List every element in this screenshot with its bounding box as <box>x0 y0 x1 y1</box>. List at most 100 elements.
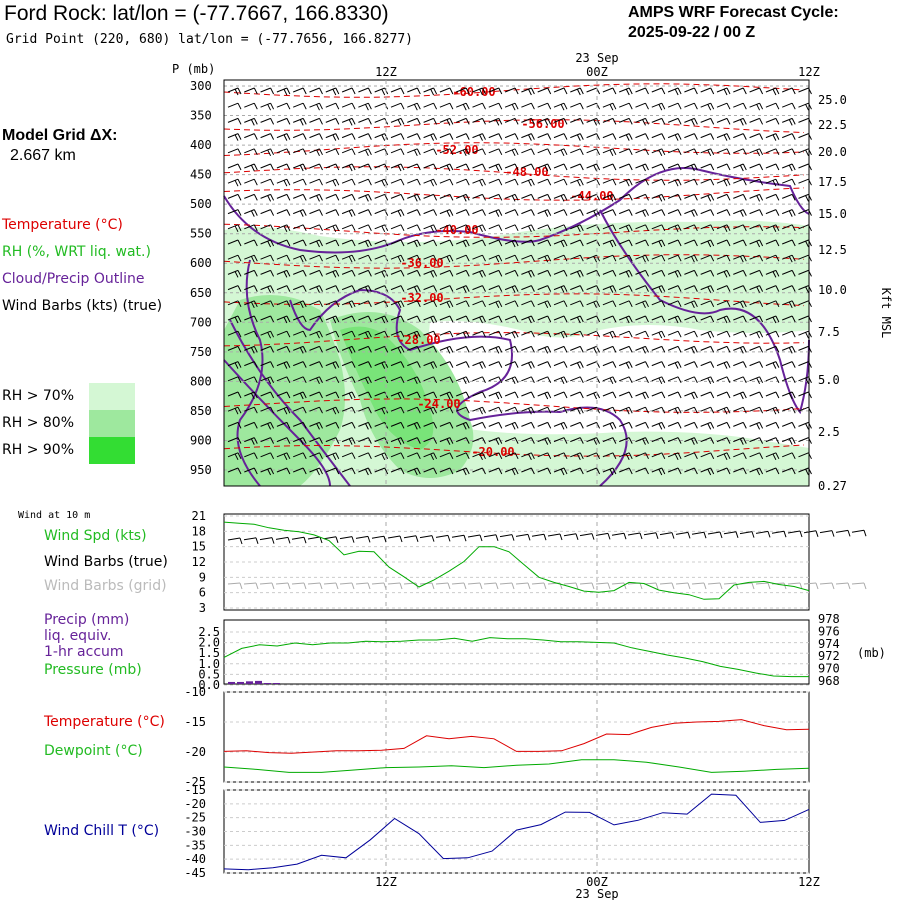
wind-barb-staff <box>390 285 402 291</box>
wind-barb-staff <box>504 376 516 382</box>
wind-barb <box>472 345 486 353</box>
wind-barb-flag <box>612 285 617 292</box>
wind-barb-staff <box>390 315 402 321</box>
true-wind-barb-flag <box>239 537 243 545</box>
wind-barb-flag <box>759 361 764 368</box>
wind-barb <box>456 467 470 476</box>
wind-barb <box>309 178 323 186</box>
wind-barb-staff <box>667 269 679 275</box>
wind-barb-flag <box>335 406 340 414</box>
grid-wind-barb <box>451 582 467 590</box>
wind-barb-staff <box>635 376 646 382</box>
wind-barb <box>390 406 405 414</box>
wind-barb-staff <box>325 452 336 458</box>
wind-barb-staff <box>244 269 255 275</box>
wind-barb-flag <box>465 285 470 292</box>
wind-barb-flag <box>723 316 728 324</box>
wind-barb-staff <box>472 376 483 382</box>
wind-barb <box>602 178 617 186</box>
true-wind-barb <box>259 537 275 544</box>
wind-barb-flag <box>742 315 747 323</box>
grid-wind-barb <box>499 582 515 590</box>
wind-barb-staff <box>586 209 597 215</box>
wind-barb-staff <box>390 178 402 184</box>
wind-barb <box>602 87 617 95</box>
wind-barb-flag <box>413 149 418 157</box>
wind-barb-staff <box>260 163 271 169</box>
wind-barb-flag <box>625 225 630 233</box>
wind-barb-staff <box>439 269 451 275</box>
wind-barb <box>260 391 275 399</box>
wind-barb-flag <box>612 178 617 186</box>
wind-barb-flag <box>316 286 320 293</box>
wind-barb <box>358 193 372 202</box>
wind-barb-flag <box>547 270 552 277</box>
wind-barb-flag <box>690 347 695 354</box>
wind-barb-flag <box>319 239 323 247</box>
wind-barb <box>472 391 486 399</box>
wind-barb-staff <box>602 467 614 473</box>
wind-barb <box>700 437 715 444</box>
wind-barb-flag <box>253 330 258 338</box>
wind-barb <box>782 239 796 247</box>
wind-barb-flag <box>677 194 682 201</box>
wind-barb-staff <box>570 361 581 367</box>
wind-barb-flag <box>775 87 780 95</box>
wind-barb-staff <box>684 376 695 382</box>
wind-barb <box>358 345 372 353</box>
wind-barb-flag <box>742 300 747 308</box>
wind-barb-flag <box>482 102 486 110</box>
wind-barb-flag <box>253 270 258 277</box>
wind-barb-staff <box>374 345 385 351</box>
wind-barb <box>716 345 731 353</box>
pressure-tick-label: 300 <box>190 79 212 93</box>
wind-barb-flag <box>514 437 519 444</box>
wind-barb-staff <box>619 376 630 382</box>
wind-barb-staff <box>716 391 728 397</box>
wind-barb-staff <box>684 102 695 108</box>
wind-barb-flag <box>302 270 307 277</box>
wind-barb-staff <box>635 117 646 123</box>
wind-barb-flag <box>530 315 535 323</box>
wind-barb-staff <box>782 437 793 443</box>
wind-barb-flag <box>677 224 682 232</box>
wind-barb-staff <box>504 148 516 154</box>
wind-barb-staff <box>374 148 385 154</box>
wind-barb-staff <box>586 376 597 382</box>
wind-barb-flag <box>775 163 780 171</box>
wind-barb <box>700 224 715 232</box>
true-wind-barb-staff <box>499 534 513 538</box>
wind-barb-staff <box>700 224 711 230</box>
wind-barb <box>537 133 552 140</box>
wind-barb <box>358 437 372 444</box>
wind-barb-staff <box>504 117 516 123</box>
true-wind-barb-staff <box>531 533 545 537</box>
legend-temperature: Temperature (°C) <box>2 217 123 233</box>
wind-barb-staff <box>390 300 402 306</box>
wind-barb-staff <box>765 406 777 412</box>
wind-barb-flag <box>237 163 242 171</box>
wind-barb-flag <box>674 271 679 278</box>
wind-barb-staff <box>667 148 679 154</box>
wind-barb-flag <box>625 407 630 415</box>
wind-barb <box>733 102 747 110</box>
wind-barb <box>553 193 568 202</box>
wind-barb-staff <box>537 102 548 108</box>
wind-barb-flag <box>335 376 340 384</box>
wind-barb-flag <box>449 330 454 338</box>
wind-barb <box>358 406 372 414</box>
wind-barb <box>716 254 731 262</box>
wind-barb <box>733 361 747 368</box>
wind-barb-staff <box>570 452 581 458</box>
wind-barb-flag <box>530 87 535 95</box>
true-wind-barb <box>675 531 691 539</box>
wind-barb-staff <box>341 437 353 443</box>
true-wind-barb-flag <box>767 531 771 538</box>
wind-barb-flag <box>759 254 764 262</box>
wind-barb-flag <box>367 422 372 429</box>
wind-barb <box>716 467 731 475</box>
wind-barb-staff <box>602 391 614 397</box>
wind-barb-staff <box>537 300 548 306</box>
temp-contour <box>223 83 805 98</box>
grid-wind-barb-flag <box>543 582 547 590</box>
